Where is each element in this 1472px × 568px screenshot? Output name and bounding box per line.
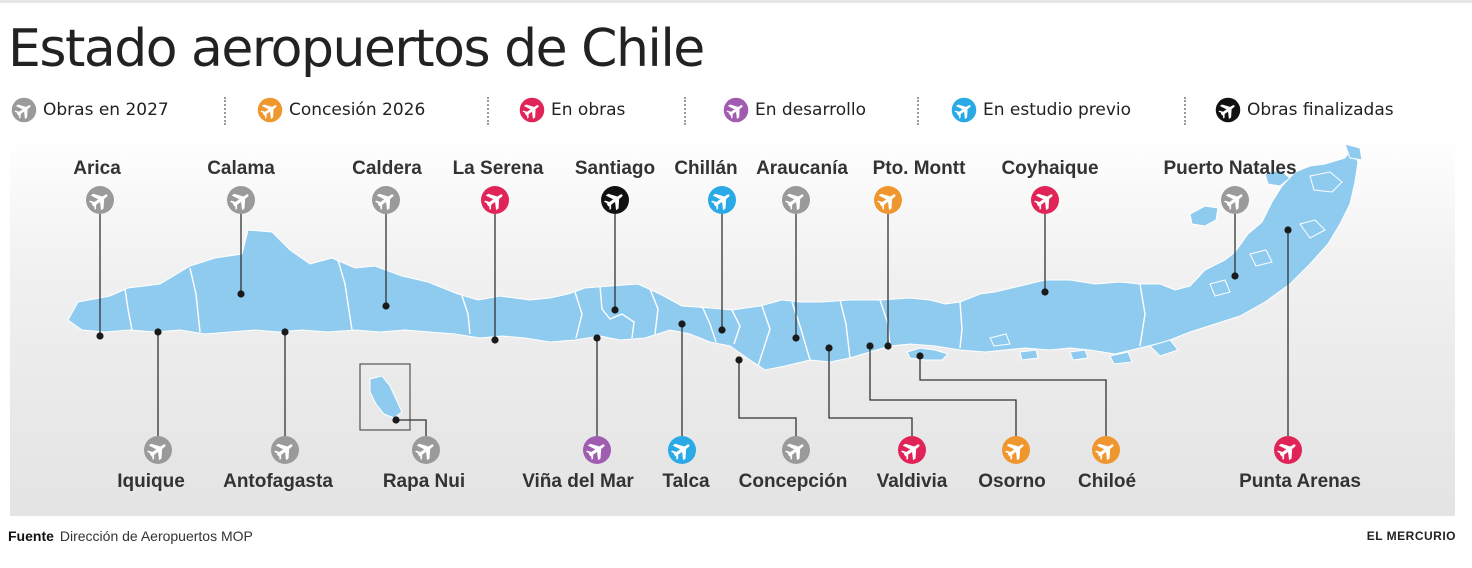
legend-divider (224, 97, 226, 125)
plane-icon (1215, 97, 1241, 123)
airport-concepcion: Concepción (739, 436, 848, 492)
airport-label: La Serena (453, 158, 544, 179)
chile-map: Arica Calama Caldera La Serena Santiago … (67, 143, 1363, 492)
airport-label: Calama (207, 158, 275, 179)
source-text: Dirección de Aeropuertos MOP (59, 528, 253, 544)
airport-label: Pto. Montt (873, 158, 967, 179)
plane-icon (481, 186, 509, 214)
airport-label: Viña del Mar (522, 471, 634, 492)
plane-icon (227, 186, 255, 214)
leader-lines (99, 214, 1289, 436)
airport-label: Antofagasta (223, 471, 333, 492)
airport-label: Chillán (674, 158, 737, 179)
legend-divider (1184, 97, 1186, 125)
plane-icon (708, 186, 736, 214)
page-title: Estado aeropuertos de Chile (8, 19, 705, 79)
legend-item-finalizadas: Obras finalizadas (1214, 88, 1394, 132)
plane-icon (583, 436, 611, 464)
airport-label: Iquique (117, 471, 185, 492)
airport-coyhaique: Coyhaique (1001, 158, 1099, 214)
plane-icon (412, 436, 440, 464)
airport-puerto-natales: Puerto Natales (1163, 158, 1297, 214)
airport-label: Talca (662, 471, 710, 492)
plane-icon (951, 97, 977, 123)
legend-item-en-obras: En obras (518, 88, 625, 132)
legend-item-concesion-2026: Concesión 2026 (256, 88, 425, 132)
top-rule (0, 0, 1472, 3)
airport-santiago: Santiago (575, 158, 655, 214)
airport-label: Coyhaique (1001, 158, 1098, 179)
plane-icon (86, 186, 114, 214)
legend-divider (487, 97, 489, 125)
airport-calama: Calama (207, 158, 275, 214)
plane-icon (372, 186, 400, 214)
legend-divider (684, 97, 686, 125)
airport-label: Arica (73, 158, 121, 179)
airport-arica: Arica (73, 158, 121, 214)
airport-label: Puerto Natales (1163, 158, 1296, 179)
legend-label: En desarrollo (755, 100, 866, 120)
plane-icon (782, 436, 810, 464)
legend: Obras en 2027 Concesión 2026 En obras En… (0, 88, 1472, 132)
source-note: Fuente Dirección de Aeropuertos MOP (8, 528, 253, 544)
airport-label: Valdivia (877, 471, 948, 492)
airport-dots (96, 226, 1292, 424)
plane-icon (1221, 186, 1249, 214)
airport-label: Caldera (352, 158, 422, 179)
rapa-nui-inset (359, 363, 411, 431)
airport-talca: Talca (662, 436, 710, 492)
airport-la-serena: La Serena (453, 158, 544, 214)
plane-icon (668, 436, 696, 464)
legend-label: En estudio previo (983, 100, 1132, 120)
plane-icon (11, 97, 37, 123)
plane-icon (1002, 436, 1030, 464)
airport-araucania: Araucanía (756, 158, 848, 214)
airport-osorno: Osorno (978, 436, 1046, 492)
plane-icon (723, 97, 749, 123)
airport-label: Chiloé (1078, 471, 1136, 492)
legend-divider (917, 97, 919, 125)
plane-icon (1274, 436, 1302, 464)
airport-vina-del-mar: Viña del Mar (522, 436, 634, 492)
airport-caldera: Caldera (352, 158, 422, 214)
legend-item-en-desarrollo: En desarrollo (722, 88, 866, 132)
legend-label: En obras (551, 100, 626, 120)
plane-icon (271, 436, 299, 464)
airport-label: Osorno (978, 471, 1046, 492)
airport-punta-arenas: Punta Arenas (1239, 436, 1361, 492)
plane-icon (874, 186, 902, 214)
airport-valdivia: Valdivia (877, 436, 948, 492)
map-panel: Arica Calama Caldera La Serena Santiago … (10, 134, 1455, 516)
airport-label: Punta Arenas (1239, 471, 1361, 492)
legend-item-obras-2027: Obras en 2027 (10, 88, 169, 132)
plane-icon (898, 436, 926, 464)
airport-antofagasta: Antofagasta (223, 436, 333, 492)
plane-icon (1031, 186, 1059, 214)
airport-iquique: Iquique (117, 436, 185, 492)
airport-label: Santiago (575, 158, 655, 179)
airport-chillan: Chillán (674, 158, 738, 214)
airport-rapa-nui: Rapa Nui (383, 436, 465, 492)
plane-icon (782, 186, 810, 214)
legend-label: Obras finalizadas (1247, 100, 1394, 120)
plane-icon (257, 97, 283, 123)
legend-item-en-estudio: En estudio previo (950, 88, 1131, 132)
legend-label: Obras en 2027 (43, 100, 169, 120)
plane-icon (1092, 436, 1120, 464)
publisher-brand: EL MERCURIO (1366, 529, 1456, 543)
source-label: Fuente (8, 528, 54, 544)
airport-label: Rapa Nui (383, 471, 465, 492)
airport-pto-montt: Pto. Montt (873, 158, 967, 214)
airport-label: Araucanía (756, 158, 848, 179)
airport-label: Concepción (739, 471, 848, 492)
plane-icon (144, 436, 172, 464)
legend-label: Concesión 2026 (289, 100, 426, 120)
airport-chiloe: Chiloé (1078, 436, 1136, 492)
chile-land (67, 143, 1363, 419)
plane-icon (519, 97, 545, 123)
airport-markers: Arica Calama Caldera La Serena Santiago … (73, 158, 1361, 492)
plane-icon (601, 186, 629, 214)
